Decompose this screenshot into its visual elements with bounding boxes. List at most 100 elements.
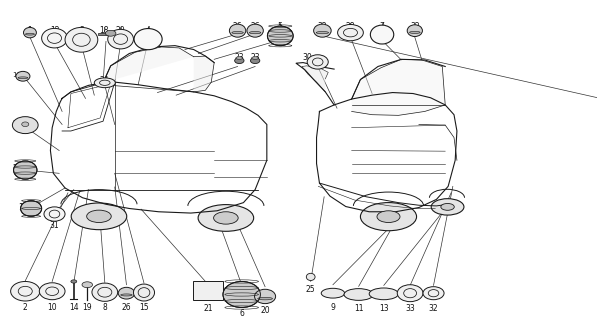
Text: 26: 26 <box>233 22 242 31</box>
Ellipse shape <box>98 287 112 297</box>
Text: 4: 4 <box>146 26 151 35</box>
Ellipse shape <box>138 288 150 297</box>
Ellipse shape <box>344 289 373 300</box>
Ellipse shape <box>407 25 422 36</box>
Text: 16: 16 <box>13 72 22 78</box>
Ellipse shape <box>252 57 259 59</box>
Text: 27: 27 <box>13 164 22 173</box>
Text: 14: 14 <box>69 303 78 312</box>
Text: 32: 32 <box>318 22 327 31</box>
Ellipse shape <box>321 288 344 298</box>
Ellipse shape <box>213 212 238 224</box>
Ellipse shape <box>361 203 417 231</box>
Ellipse shape <box>134 28 162 50</box>
Text: 25: 25 <box>306 285 316 294</box>
Ellipse shape <box>343 28 358 37</box>
Ellipse shape <box>114 34 127 44</box>
Ellipse shape <box>234 58 244 64</box>
Text: 26: 26 <box>251 22 260 31</box>
Text: 28: 28 <box>346 22 355 31</box>
Ellipse shape <box>431 199 464 215</box>
Ellipse shape <box>19 286 32 296</box>
Ellipse shape <box>428 290 439 297</box>
Text: 15: 15 <box>139 303 149 312</box>
Ellipse shape <box>247 24 263 37</box>
Text: 17: 17 <box>19 203 28 212</box>
Circle shape <box>71 280 77 283</box>
Text: 12: 12 <box>50 26 59 35</box>
Text: 32: 32 <box>410 22 420 31</box>
Text: 10: 10 <box>47 303 57 312</box>
Ellipse shape <box>230 24 246 37</box>
Ellipse shape <box>236 57 243 59</box>
Ellipse shape <box>65 28 98 52</box>
Ellipse shape <box>20 201 42 216</box>
Ellipse shape <box>370 25 393 44</box>
Text: 33: 33 <box>405 304 415 313</box>
Ellipse shape <box>423 287 444 300</box>
Text: 19: 19 <box>83 303 92 312</box>
Ellipse shape <box>72 33 90 46</box>
Ellipse shape <box>249 31 261 34</box>
Ellipse shape <box>39 283 65 300</box>
Text: 23: 23 <box>251 53 260 62</box>
Ellipse shape <box>92 283 118 301</box>
Ellipse shape <box>255 289 276 304</box>
Ellipse shape <box>26 33 35 35</box>
Ellipse shape <box>108 29 133 49</box>
Circle shape <box>82 282 93 288</box>
Ellipse shape <box>16 71 30 81</box>
Ellipse shape <box>11 282 40 301</box>
Ellipse shape <box>14 161 37 179</box>
Text: 26: 26 <box>121 303 132 312</box>
Ellipse shape <box>307 55 328 69</box>
Ellipse shape <box>312 58 323 66</box>
Text: 32: 32 <box>429 304 438 313</box>
Text: 2: 2 <box>23 303 28 312</box>
Text: 11: 11 <box>354 304 364 313</box>
Ellipse shape <box>71 203 127 230</box>
Ellipse shape <box>198 204 254 231</box>
Text: 22: 22 <box>13 120 22 129</box>
Ellipse shape <box>47 33 62 44</box>
Polygon shape <box>352 59 446 115</box>
Ellipse shape <box>267 26 293 46</box>
Text: 13: 13 <box>379 304 389 313</box>
Text: 6: 6 <box>239 309 244 318</box>
Ellipse shape <box>45 287 59 295</box>
Ellipse shape <box>306 273 315 281</box>
Text: 21: 21 <box>203 304 213 313</box>
Text: 3: 3 <box>79 26 84 35</box>
Ellipse shape <box>22 122 29 127</box>
Ellipse shape <box>94 78 115 88</box>
Ellipse shape <box>133 284 154 301</box>
Ellipse shape <box>118 287 135 299</box>
Text: 23: 23 <box>234 53 244 62</box>
Bar <box>193 282 223 300</box>
Ellipse shape <box>42 28 68 48</box>
Text: 30: 30 <box>303 53 312 62</box>
Ellipse shape <box>441 204 454 210</box>
Ellipse shape <box>99 80 110 85</box>
Ellipse shape <box>23 28 36 38</box>
Text: 24: 24 <box>100 76 109 85</box>
Ellipse shape <box>313 24 331 37</box>
Ellipse shape <box>316 31 328 34</box>
Ellipse shape <box>410 31 420 34</box>
Text: 7: 7 <box>380 22 385 31</box>
Text: 29: 29 <box>116 26 126 35</box>
Ellipse shape <box>251 58 260 64</box>
Polygon shape <box>103 47 194 83</box>
Ellipse shape <box>377 211 400 222</box>
Ellipse shape <box>397 285 423 302</box>
Circle shape <box>105 30 116 36</box>
Ellipse shape <box>404 289 417 298</box>
Ellipse shape <box>18 77 28 79</box>
Bar <box>99 33 106 35</box>
Text: 8: 8 <box>102 303 107 312</box>
Text: 1: 1 <box>28 26 32 35</box>
Polygon shape <box>302 66 328 92</box>
Ellipse shape <box>87 210 111 222</box>
Ellipse shape <box>258 297 273 300</box>
Ellipse shape <box>13 117 38 133</box>
